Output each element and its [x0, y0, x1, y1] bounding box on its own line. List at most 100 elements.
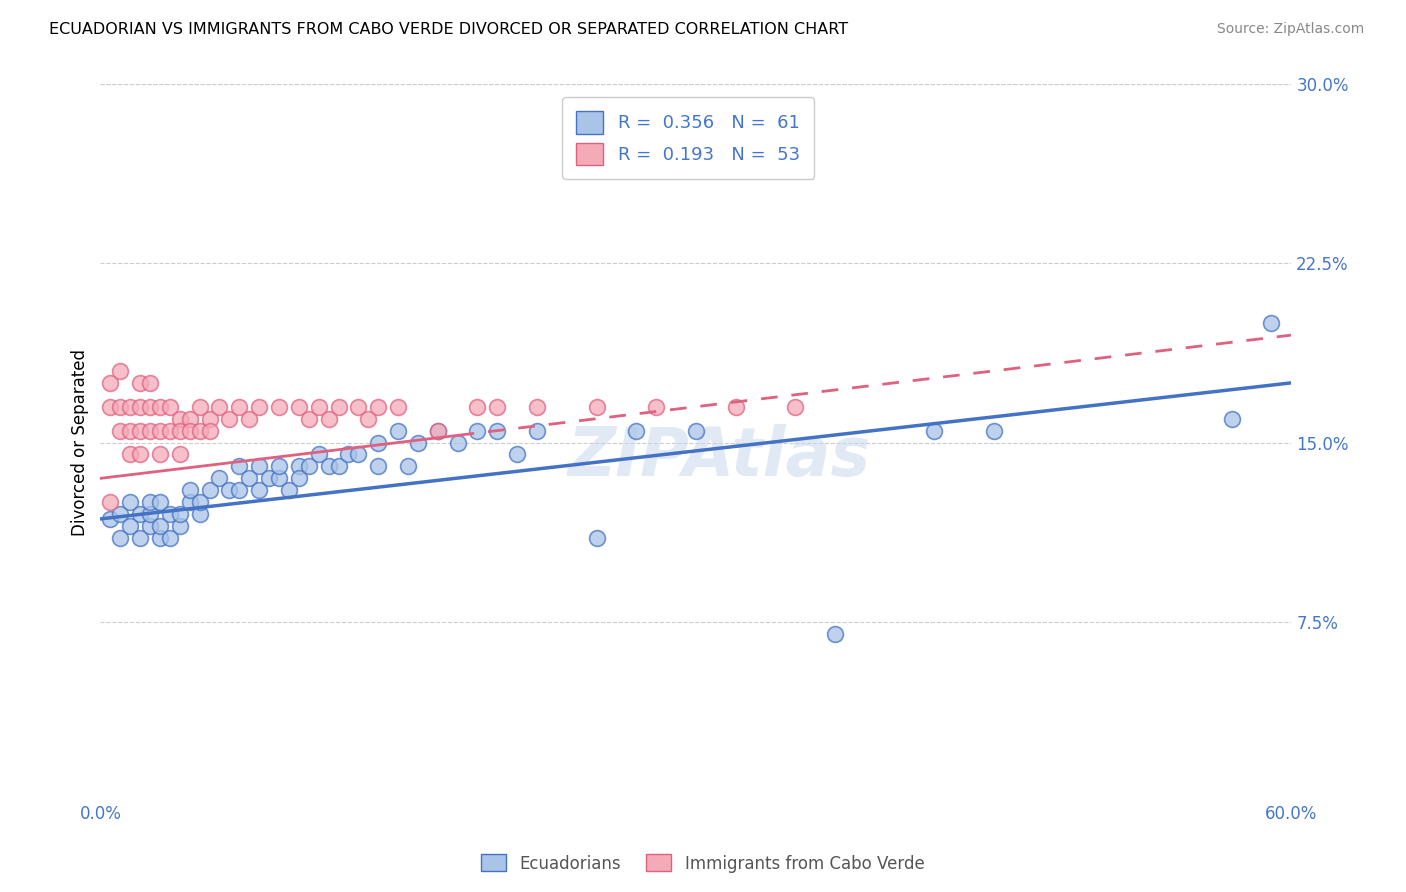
Point — [824, 626, 846, 640]
Point — [267, 471, 290, 485]
Point — [129, 447, 152, 461]
Point — [318, 459, 340, 474]
Point — [169, 447, 191, 461]
Point — [169, 424, 191, 438]
Point — [298, 411, 321, 425]
Point — [139, 507, 162, 521]
Point — [922, 424, 945, 438]
Point — [120, 495, 142, 509]
Point — [238, 411, 260, 425]
Point — [367, 459, 389, 474]
Point — [218, 411, 240, 425]
Point — [98, 376, 121, 390]
Point — [149, 447, 172, 461]
Point — [108, 531, 131, 545]
Point — [337, 447, 360, 461]
Point — [198, 411, 221, 425]
Point — [129, 507, 152, 521]
Point — [486, 424, 509, 438]
Point — [159, 531, 181, 545]
Point — [267, 400, 290, 414]
Point — [387, 424, 409, 438]
Point — [108, 424, 131, 438]
Point — [228, 459, 250, 474]
Point — [247, 400, 270, 414]
Point — [228, 400, 250, 414]
Point — [179, 424, 201, 438]
Point — [149, 531, 172, 545]
Point — [179, 483, 201, 498]
Point — [159, 400, 181, 414]
Point — [288, 459, 311, 474]
Point — [129, 376, 152, 390]
Point — [1220, 411, 1243, 425]
Point — [1260, 316, 1282, 330]
Point — [685, 424, 707, 438]
Point — [367, 400, 389, 414]
Point — [188, 400, 211, 414]
Point — [139, 376, 162, 390]
Point — [526, 424, 548, 438]
Point — [198, 424, 221, 438]
Point — [169, 519, 191, 533]
Point — [247, 459, 270, 474]
Point — [308, 400, 330, 414]
Point — [288, 471, 311, 485]
Point — [208, 400, 231, 414]
Point — [983, 424, 1005, 438]
Point — [605, 149, 627, 163]
Point — [783, 400, 806, 414]
Point — [506, 447, 529, 461]
Point — [267, 459, 290, 474]
Point — [108, 507, 131, 521]
Point — [585, 400, 607, 414]
Point — [387, 400, 409, 414]
Point — [526, 400, 548, 414]
Y-axis label: Divorced or Separated: Divorced or Separated — [72, 349, 89, 536]
Point — [120, 424, 142, 438]
Point — [247, 483, 270, 498]
Point — [426, 424, 449, 438]
Point — [328, 459, 350, 474]
Point — [129, 531, 152, 545]
Point — [188, 495, 211, 509]
Point — [277, 483, 299, 498]
Point — [169, 507, 191, 521]
Point — [98, 495, 121, 509]
Point — [357, 411, 380, 425]
Point — [159, 507, 181, 521]
Text: ZIPAtlas: ZIPAtlas — [568, 424, 872, 490]
Point — [396, 459, 419, 474]
Point — [108, 400, 131, 414]
Legend: Ecuadorians, Immigrants from Cabo Verde: Ecuadorians, Immigrants from Cabo Verde — [475, 847, 931, 880]
Point — [426, 424, 449, 438]
Point — [169, 411, 191, 425]
Point — [149, 424, 172, 438]
Point — [159, 424, 181, 438]
Point — [288, 400, 311, 414]
Point — [129, 424, 152, 438]
Point — [645, 400, 668, 414]
Point — [486, 400, 509, 414]
Point — [626, 424, 648, 438]
Point — [238, 471, 260, 485]
Point — [129, 400, 152, 414]
Point — [98, 512, 121, 526]
Point — [139, 424, 162, 438]
Text: Source: ZipAtlas.com: Source: ZipAtlas.com — [1216, 22, 1364, 37]
Point — [347, 400, 370, 414]
Point — [149, 519, 172, 533]
Point — [120, 519, 142, 533]
Point — [120, 447, 142, 461]
Point — [139, 400, 162, 414]
Point — [257, 471, 280, 485]
Point — [179, 411, 201, 425]
Point — [328, 400, 350, 414]
Legend: R =  0.356   N =  61, R =  0.193   N =  53: R = 0.356 N = 61, R = 0.193 N = 53 — [562, 97, 814, 179]
Point — [208, 471, 231, 485]
Point — [98, 400, 121, 414]
Point — [724, 400, 747, 414]
Point — [308, 447, 330, 461]
Point — [108, 364, 131, 378]
Point — [298, 459, 321, 474]
